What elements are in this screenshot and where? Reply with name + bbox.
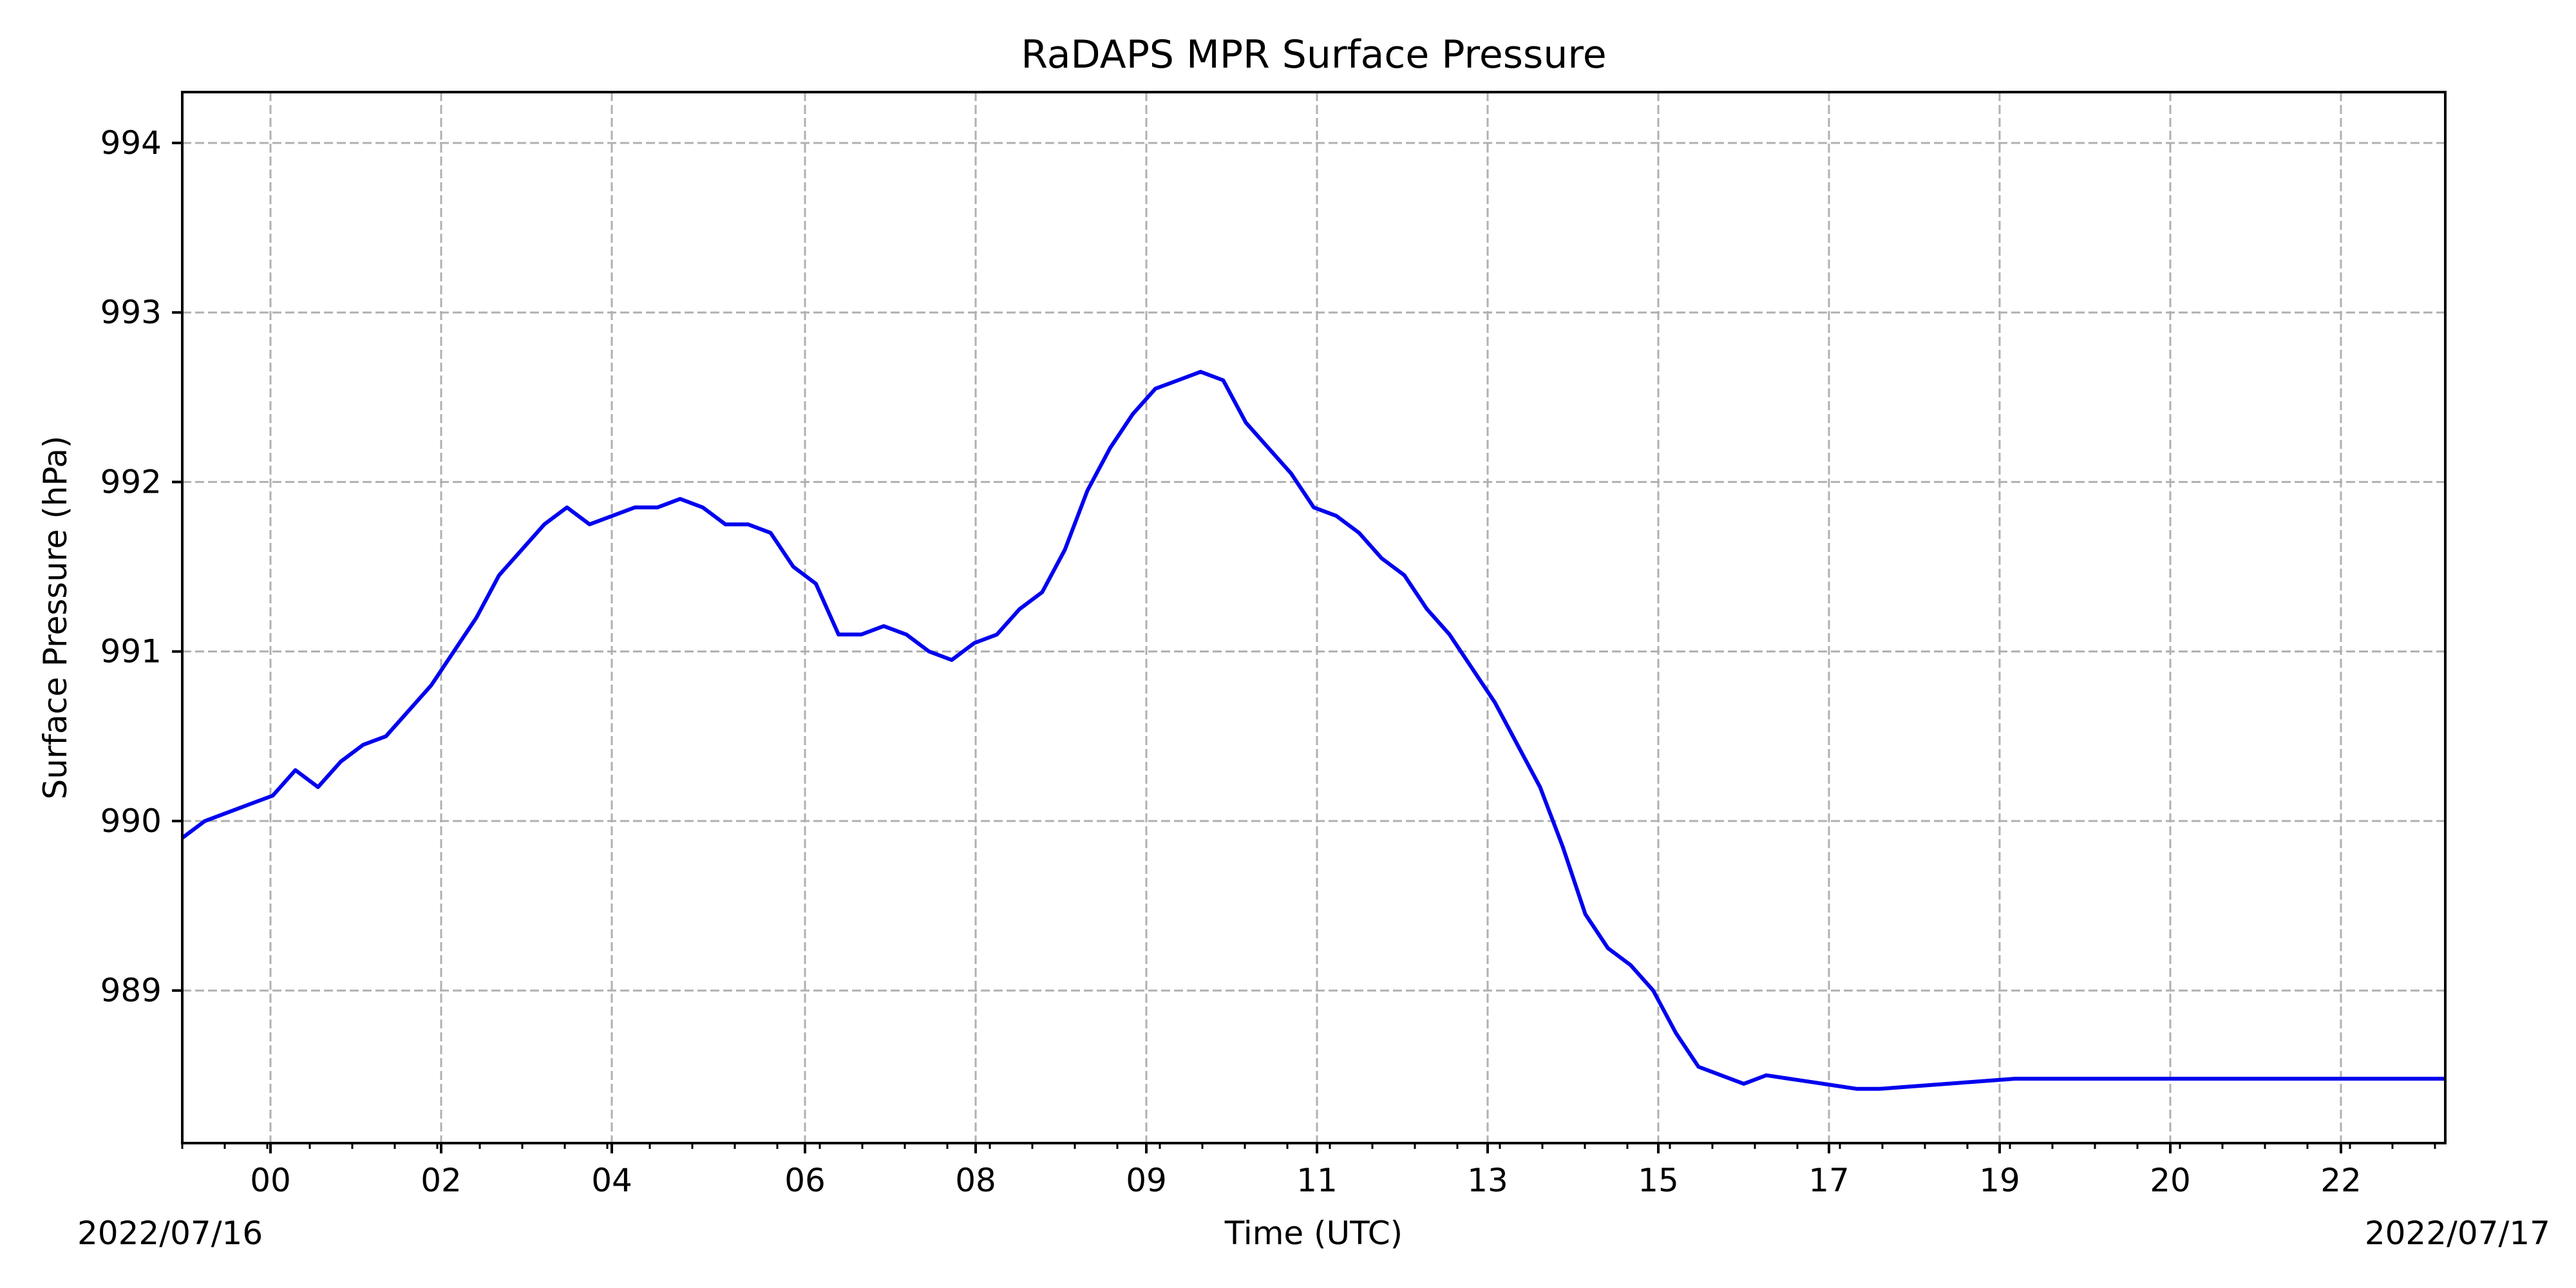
plot-area [181, 370, 2445, 1091]
x-axis: 00 02 04 06 08 09 11 13 15 17 19 20 22 [181, 1143, 2436, 1199]
x-tick-label: 00 [250, 1162, 291, 1199]
chart-title: RaDAPS MPR Surface Pressure [1021, 32, 1606, 77]
x-axis-label: Time (UTC) [1224, 1215, 1403, 1252]
y-tick-label: 992 [100, 463, 162, 500]
y-tick-label: 993 [100, 294, 162, 331]
y-axis-label: Surface Pressure (hPa) [37, 435, 74, 799]
x-tick-label: 02 [421, 1162, 462, 1199]
x-tick-label: 13 [1467, 1162, 1508, 1199]
x-tick-label: 04 [591, 1162, 632, 1199]
x-tick-label: 09 [1126, 1162, 1167, 1199]
x-tick-label: 17 [1808, 1162, 1850, 1199]
plot-frame [181, 91, 2447, 1144]
x-tick-label: 08 [955, 1162, 996, 1199]
x-tick-label: 06 [784, 1162, 826, 1199]
pressure-series-line [181, 370, 2445, 1091]
y-tick-label: 990 [100, 802, 162, 840]
x-tick-label: 20 [2150, 1162, 2191, 1199]
y-tick-label: 994 [100, 124, 162, 162]
y-tick-label: 991 [100, 633, 162, 670]
grid [182, 92, 2445, 1143]
y-tick-label: 989 [100, 972, 162, 1009]
x-tick-label: 15 [1638, 1162, 1679, 1199]
x-tick-label: 19 [1979, 1162, 2020, 1199]
y-axis: 989 990 991 992 993 994 [100, 124, 182, 1009]
date-end-label: 2022/07/17 [2365, 1215, 2550, 1252]
x-tick-label: 11 [1296, 1162, 1338, 1199]
x-tick-label: 22 [2320, 1162, 2362, 1199]
date-start-label: 2022/07/16 [77, 1215, 263, 1252]
